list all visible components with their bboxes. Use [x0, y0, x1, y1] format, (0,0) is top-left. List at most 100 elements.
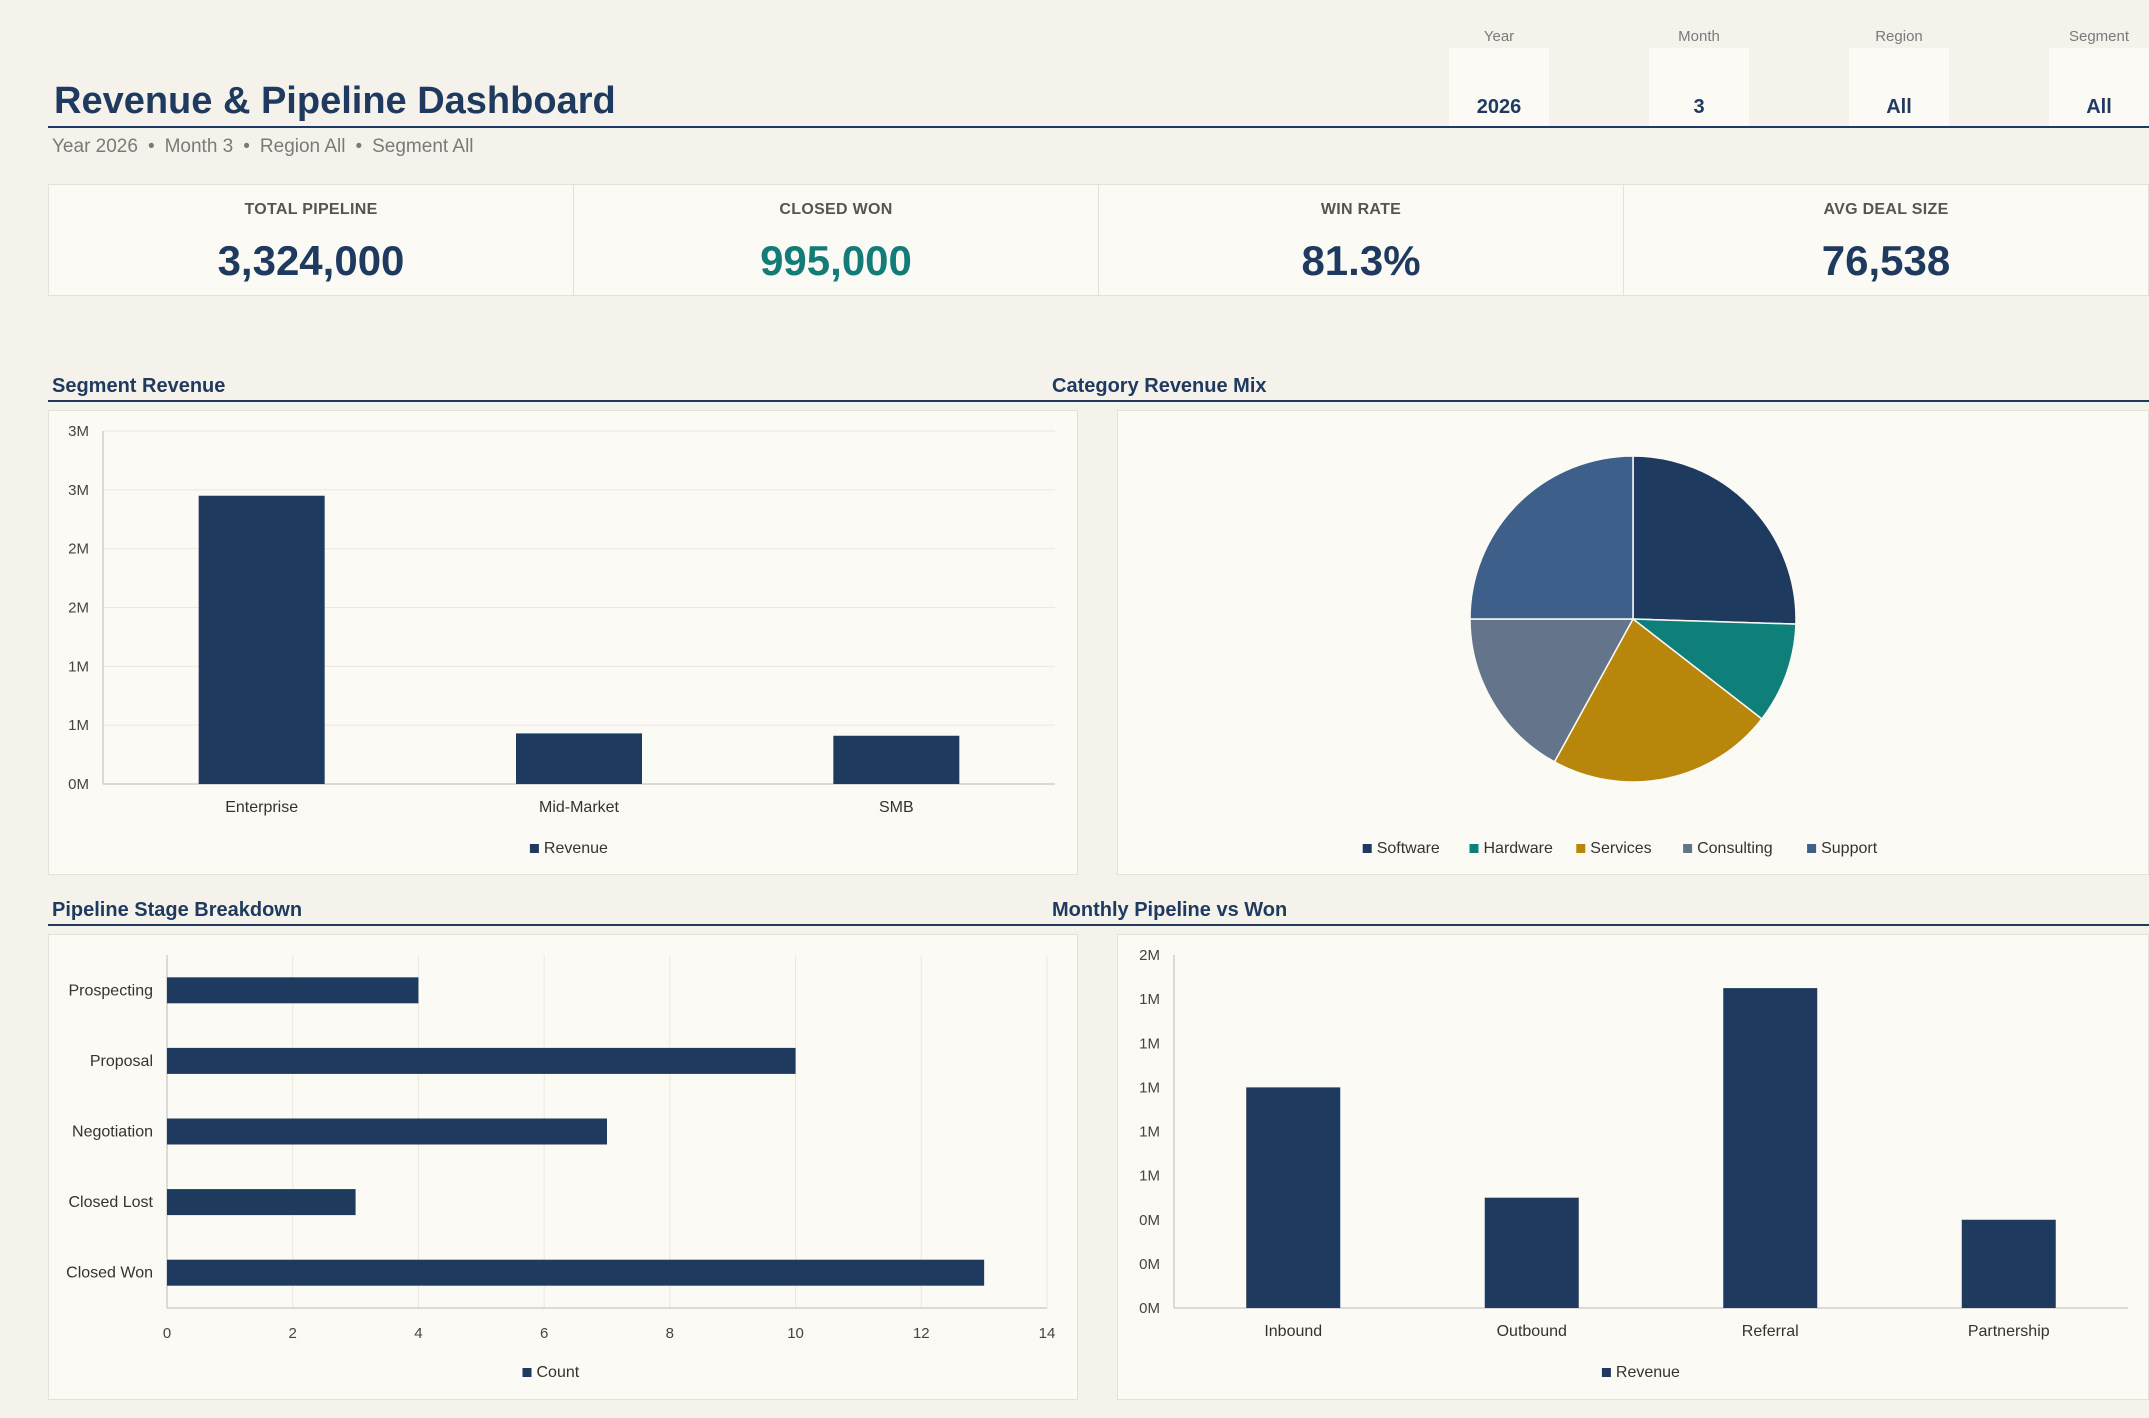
y-tick-label: 1M: [1139, 1124, 1160, 1141]
filter-year-label: Year: [1483, 28, 1515, 45]
legend-swatch: [1469, 844, 1479, 853]
pie-slice: [1469, 618, 1635, 763]
x-tick-label: 14: [1039, 1325, 1056, 1342]
legend-label: Hardware: [1484, 840, 1553, 857]
legend-swatch: [1683, 844, 1693, 853]
kpi-value: 3,324,000: [217, 237, 405, 284]
kpi-value: 81.3%: [1301, 237, 1421, 284]
filter-month-select[interactable]: 3: [1649, 48, 1749, 126]
summary-separator: •: [355, 136, 363, 157]
summary-month: Month 3: [164, 136, 234, 157]
legend-swatch: [1362, 844, 1372, 853]
section-title-monthly: Monthly Pipeline vs Won: [1052, 899, 1288, 921]
bar: [1961, 1219, 2056, 1308]
y-tick-label: 2M: [1139, 947, 1160, 964]
pie-slice: [1632, 455, 1797, 625]
legend-label: Consulting: [1697, 840, 1773, 857]
monthly-chart: 0M 0M 0M 1M 1M 1M 1M 1M 2M Inbound Outbound Referra…: [1139, 947, 2128, 1381]
y-tick-label: 1M: [1139, 1035, 1160, 1052]
legend-swatch: [522, 1368, 532, 1377]
summary-region: Region All: [259, 136, 346, 157]
title-divider: [48, 126, 2149, 128]
bar: [1246, 1087, 1341, 1308]
y-tick-label: 0M: [68, 776, 89, 793]
pie-slice: [1630, 618, 1797, 720]
kpi-total-pipeline: TOTAL PIPELINE 3,324,000: [49, 185, 574, 295]
filter-region-select[interactable]: All: [1849, 48, 1949, 126]
x-tick-label: 6: [540, 1325, 548, 1342]
segment-revenue-chart: 0M 1M 1M 2M 2M 3M 3M Enterprise Mid-Market SMB Rev…: [68, 423, 1055, 857]
y-tick-label: 1M: [68, 717, 89, 734]
kpi-avg-deal-size: AVG DEAL SIZE 76,538: [1624, 185, 2148, 295]
legend-label: Count: [537, 1364, 580, 1381]
bar: [1484, 1197, 1579, 1308]
y-tick-label: 3M: [68, 423, 89, 440]
section-divider: [1048, 400, 2149, 402]
y-tick-label: 0M: [1139, 1300, 1160, 1317]
y-tick-label: 2M: [68, 541, 89, 558]
x-tick-label: Referral: [1742, 1323, 1799, 1340]
section-divider: [48, 924, 1048, 926]
y-tick-label: Closed Lost: [69, 1194, 154, 1211]
x-tick-label: Outbound: [1497, 1323, 1567, 1340]
kpi-label: AVG DEAL SIZE: [1823, 201, 1949, 218]
legend-label: Software: [1377, 840, 1440, 857]
y-tick-label: Prospecting: [69, 982, 154, 999]
bar: [167, 1189, 356, 1216]
section-title-category-mix: Category Revenue Mix: [1052, 375, 1267, 397]
bar: [833, 735, 960, 784]
y-tick-label: Closed Won: [66, 1265, 153, 1282]
legend-label: Revenue: [1616, 1364, 1680, 1381]
legend-swatch: [529, 844, 539, 853]
segment-revenue-panel: 0M 1M 1M 2M 2M 3M 3M Enterprise Mid-Market SMB Rev…: [48, 410, 1078, 875]
bar: [167, 1259, 985, 1286]
legend-swatch: [1576, 844, 1586, 853]
pie-slice: [1469, 455, 1634, 620]
kpi-win-rate: WIN RATE 81.3%: [1099, 185, 1624, 295]
x-tick-label: SMB: [879, 799, 914, 816]
section-divider: [1048, 924, 2149, 926]
filter-segment-select[interactable]: All: [2049, 48, 2149, 126]
filter-segment-label: Segment: [2068, 28, 2130, 45]
filter-month-label: Month: [1678, 28, 1720, 45]
x-tick-label: Enterprise: [225, 799, 298, 816]
kpi-value: 76,538: [1821, 237, 1951, 284]
bar: [167, 977, 419, 1004]
kpi-label: CLOSED WON: [779, 201, 893, 218]
y-tick-label: 1M: [1139, 1079, 1160, 1096]
pie-slice: [1553, 617, 1763, 783]
category-mix-chart: Software Hardware Services Consulting Suppor…: [1362, 455, 1878, 857]
section-divider: [48, 400, 1048, 402]
legend-label: Revenue: [544, 840, 608, 857]
filter-year-select[interactable]: 2026: [1449, 48, 1549, 126]
monthly-panel: 0M 0M 0M 1M 1M 1M 1M 1M 2M Inbound Outbound Referra…: [1117, 934, 2149, 1400]
y-tick-label: Proposal: [90, 1053, 153, 1070]
filter-region-label: Region: [1875, 28, 1923, 45]
filter-segment: Segment All: [2049, 28, 2149, 126]
summary-segment: Segment All: [372, 136, 474, 157]
pipeline-stage-chart: 0 2 4 6 8 10 12 14 Prospecting Proposal Negotiatio…: [66, 955, 1056, 1381]
section-title-pipeline-stage: Pipeline Stage Breakdown: [52, 899, 303, 921]
x-tick-label: 4: [414, 1325, 422, 1342]
summary-year: Year 2026: [52, 136, 138, 157]
legend-swatch: [1807, 844, 1817, 853]
legend-label: Support: [1821, 840, 1878, 857]
bar: [167, 1047, 796, 1074]
summary-separator: •: [243, 136, 250, 157]
legend-label: Services: [1590, 840, 1651, 857]
pipeline-stage-panel: 0 2 4 6 8 10 12 14 Prospecting Proposal Negotiatio…: [48, 934, 1078, 1400]
filter-region: Region All: [1849, 28, 1949, 126]
category-mix-panel: Software Hardware Services Consulting Suppor…: [1117, 410, 2149, 875]
x-tick-label: 8: [666, 1325, 674, 1342]
y-tick-label: 1M: [68, 658, 89, 675]
bar: [198, 495, 325, 784]
legend-swatch: [1601, 1368, 1611, 1377]
x-tick-label: 12: [913, 1325, 930, 1342]
x-tick-label: 2: [289, 1325, 297, 1342]
x-tick-label: Mid-Market: [539, 799, 620, 816]
bar: [1723, 988, 1818, 1308]
kpi-label: WIN RATE: [1320, 201, 1402, 218]
y-tick-label: 3M: [68, 482, 89, 499]
y-tick-label: 0M: [1139, 1256, 1160, 1273]
kpi-value: 995,000: [760, 237, 912, 284]
